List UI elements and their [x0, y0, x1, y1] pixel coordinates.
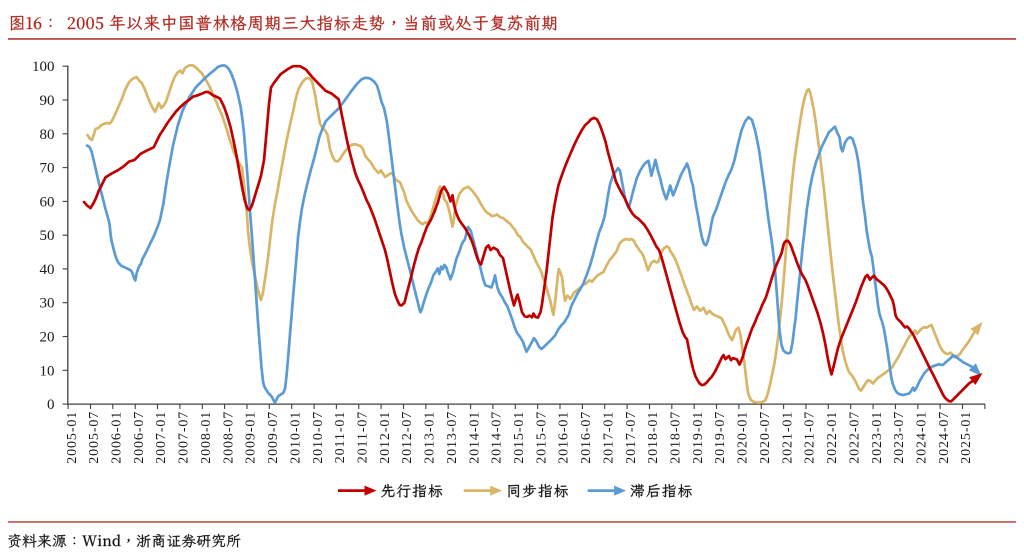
svg-text:2019-01: 2019-01 — [691, 411, 706, 464]
svg-text:20: 20 — [40, 330, 55, 346]
svg-text:2016-01: 2016-01 — [557, 411, 572, 464]
svg-text:2017-01: 2017-01 — [601, 411, 616, 464]
svg-text:2021-07: 2021-07 — [803, 411, 818, 464]
svg-text:2021-01: 2021-01 — [780, 411, 795, 464]
svg-text:2008-01: 2008-01 — [199, 411, 214, 464]
svg-text:2005-07: 2005-07 — [87, 411, 102, 464]
svg-text:10: 10 — [40, 363, 55, 379]
svg-text:70: 70 — [40, 161, 55, 177]
svg-text:2007-07: 2007-07 — [177, 411, 192, 464]
svg-text:2015-01: 2015-01 — [512, 411, 527, 464]
svg-text:2023-01: 2023-01 — [870, 411, 885, 464]
svg-text:2014-07: 2014-07 — [490, 411, 505, 464]
svg-text:2010-07: 2010-07 — [311, 411, 326, 464]
svg-text:50: 50 — [40, 228, 55, 244]
svg-text:2024-07: 2024-07 — [937, 411, 952, 464]
svg-text:60: 60 — [40, 194, 55, 210]
svg-text:2018-07: 2018-07 — [669, 411, 684, 464]
svg-text:2020-01: 2020-01 — [736, 411, 751, 464]
svg-text:2011-01: 2011-01 — [333, 411, 348, 463]
svg-text:90: 90 — [40, 93, 55, 109]
svg-text:2018-01: 2018-01 — [646, 411, 661, 464]
svg-text:2009-01: 2009-01 — [244, 411, 259, 464]
svg-text:2008-07: 2008-07 — [221, 411, 236, 464]
svg-text:0: 0 — [47, 397, 55, 413]
svg-text:80: 80 — [40, 127, 55, 143]
svg-text:2006-01: 2006-01 — [110, 411, 125, 464]
svg-text:2005-01: 2005-01 — [65, 411, 80, 464]
svg-text:2020-07: 2020-07 — [758, 411, 773, 464]
svg-text:2014-01: 2014-01 — [467, 411, 482, 464]
svg-text:2012-07: 2012-07 — [400, 411, 415, 464]
svg-text:30: 30 — [40, 296, 55, 312]
svg-text:2010-01: 2010-01 — [288, 411, 303, 464]
svg-text:2022-07: 2022-07 — [847, 411, 862, 464]
svg-text:2006-07: 2006-07 — [132, 411, 147, 464]
svg-text:2023-07: 2023-07 — [892, 411, 907, 464]
svg-text:2009-07: 2009-07 — [266, 411, 281, 464]
svg-text:2024-01: 2024-01 — [915, 411, 930, 464]
svg-text:2013-01: 2013-01 — [423, 411, 438, 464]
svg-text:40: 40 — [40, 262, 55, 278]
svg-text:2013-07: 2013-07 — [445, 411, 460, 464]
svg-text:2017-07: 2017-07 — [624, 411, 639, 464]
svg-text:100: 100 — [32, 59, 55, 75]
svg-text:2025-01: 2025-01 — [959, 411, 974, 464]
svg-text:2007-01: 2007-01 — [154, 411, 169, 464]
svg-text:2022-01: 2022-01 — [825, 411, 840, 464]
svg-text:2011-07: 2011-07 — [356, 411, 371, 463]
svg-text:2015-07: 2015-07 — [534, 411, 549, 464]
svg-text:2016-07: 2016-07 — [579, 411, 594, 464]
svg-text:2019-07: 2019-07 — [713, 411, 728, 464]
svg-text:2012-01: 2012-01 — [378, 411, 393, 464]
